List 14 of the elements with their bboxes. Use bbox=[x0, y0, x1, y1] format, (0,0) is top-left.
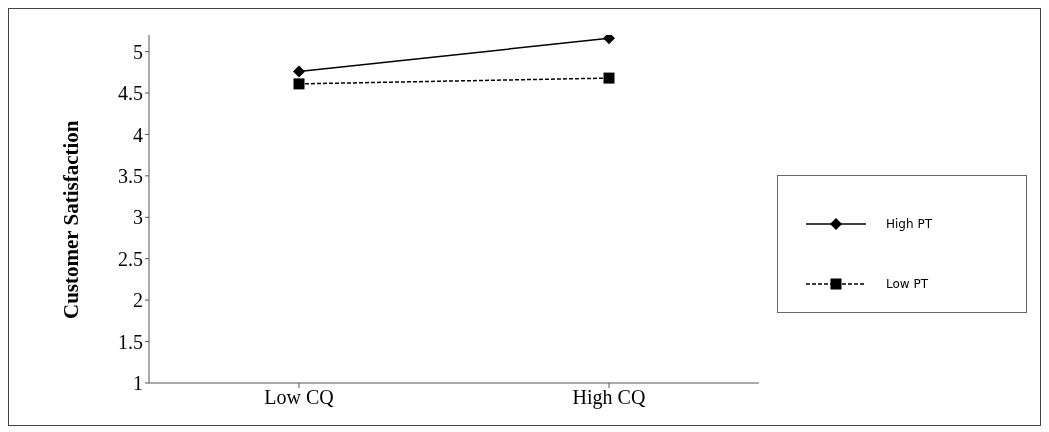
y-tick-label: 1.5 bbox=[118, 330, 143, 353]
y-tick-label: 4 bbox=[133, 123, 143, 146]
legend-label: High PT bbox=[886, 217, 932, 231]
y-tick-label: 5 bbox=[133, 40, 143, 63]
y-tick-label: 3.5 bbox=[118, 164, 143, 187]
x-tick-label: Low CQ bbox=[264, 386, 335, 409]
y-tick-label: 2.5 bbox=[118, 247, 143, 270]
y-tick-label: 4.5 bbox=[118, 82, 143, 105]
legend-label: Low PT bbox=[886, 277, 929, 291]
y-tick-label: 1 bbox=[133, 372, 143, 395]
x-tick-label: High CQ bbox=[572, 386, 646, 410]
y-axis-title: Customer Satisfaction bbox=[59, 120, 84, 319]
y-tick-label: 3 bbox=[133, 206, 143, 229]
y-tick-label: 2 bbox=[133, 289, 143, 312]
